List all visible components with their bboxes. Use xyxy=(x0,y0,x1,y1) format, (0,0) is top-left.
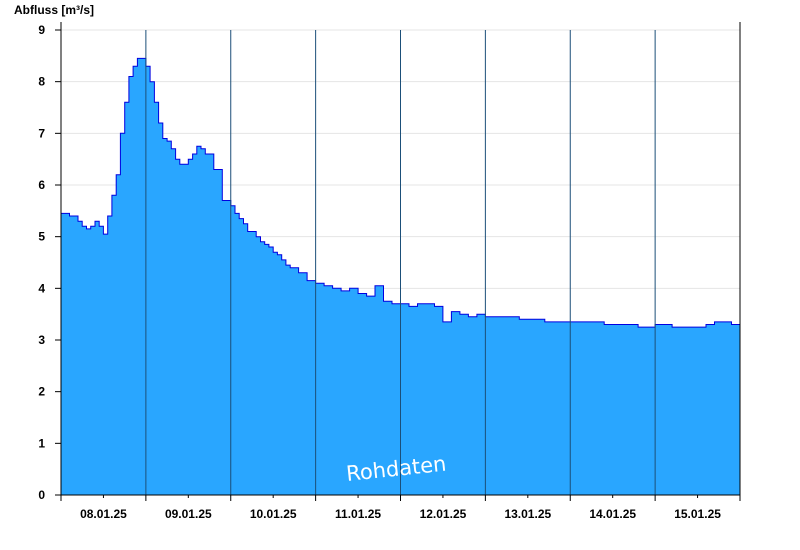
x-tick-label-6: 14.01.25 xyxy=(589,507,636,521)
x-ticks: 08.01.25 09.01.25 10.01.25 11.01.25 12.01.25… xyxy=(60,495,741,521)
x-tick-label-5: 13.01.25 xyxy=(504,507,551,521)
y-tick-label-4: 4 xyxy=(38,281,45,295)
y-tick-label-9: 9 xyxy=(38,23,45,37)
y-ticks: 0 1 2 3 4 5 6 7 8 9 xyxy=(38,23,61,502)
x-tick-label-0: 08.01.25 xyxy=(80,507,127,521)
y-tick-label-5: 5 xyxy=(38,230,45,244)
x-tick-label-2: 10.01.25 xyxy=(250,507,297,521)
x-tick-label-7: 15.01.25 xyxy=(674,507,721,521)
y-tick-label-1: 1 xyxy=(38,436,45,450)
x-tick-label-3: 11.01.25 xyxy=(335,507,381,521)
discharge-line xyxy=(61,57,740,328)
y-tick-label-6: 6 xyxy=(38,178,45,192)
y-tick-label-3: 3 xyxy=(38,333,45,347)
x-tick-label-4: 12.01.25 xyxy=(420,507,467,521)
y-axis-title: Abfluss [m³/s] xyxy=(14,3,94,17)
x-tick-label-1: 09.01.25 xyxy=(165,507,212,521)
y-tick-label-7: 7 xyxy=(38,126,45,140)
y-tick-label-8: 8 xyxy=(38,75,45,89)
y-tick-label-0: 0 xyxy=(38,488,45,502)
day-separators xyxy=(145,30,656,495)
y-tick-label-2: 2 xyxy=(38,385,45,399)
